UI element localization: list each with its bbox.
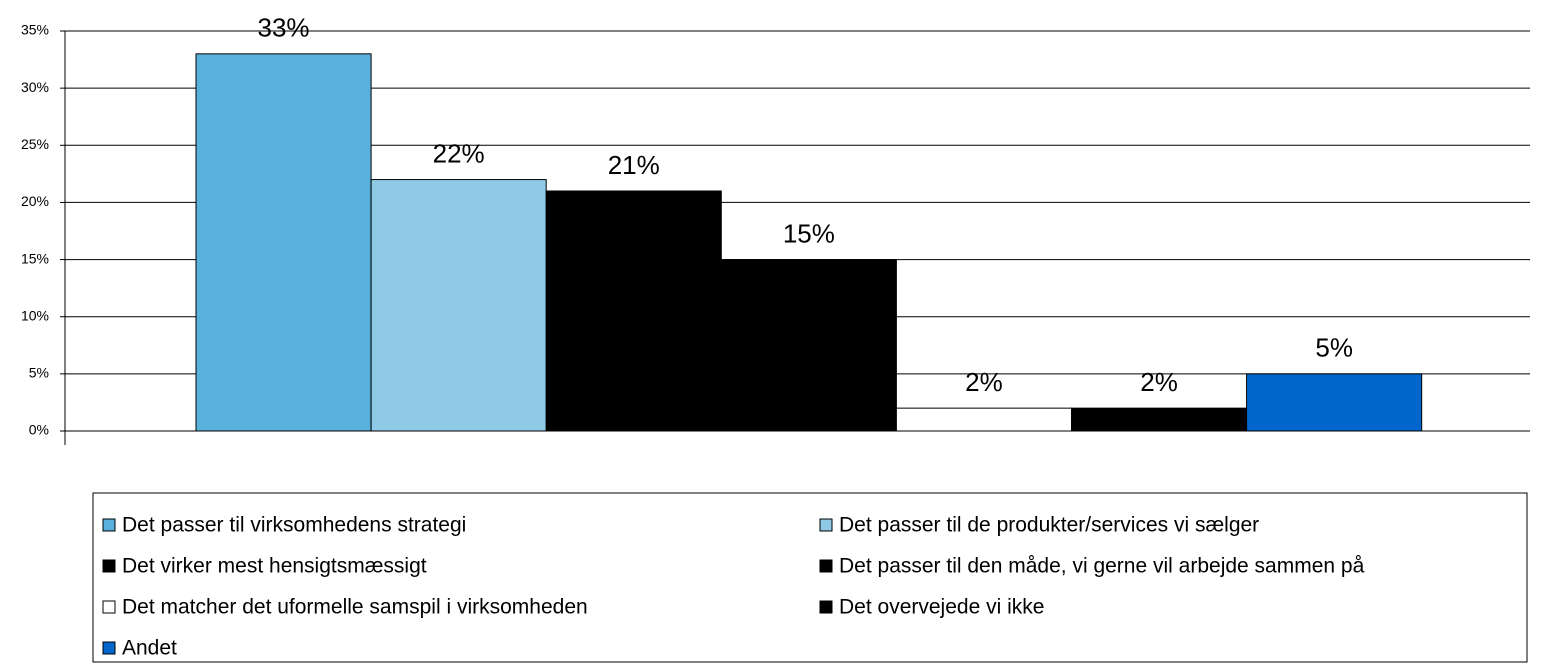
bar [895, 407, 1073, 432]
data-label: 22% [433, 138, 485, 168]
data-label: 15% [783, 218, 835, 248]
legend-swatch [102, 559, 116, 573]
y-tick-label: 15% [21, 250, 49, 266]
legend-label: Andet [122, 637, 177, 660]
y-tick-label: 10% [21, 307, 49, 323]
data-label: 21% [608, 150, 660, 180]
legend-swatch [102, 641, 116, 655]
legend-label: Det passer til de produkter/services vi … [839, 514, 1259, 537]
y-tick-label: 30% [21, 79, 49, 95]
legend-swatch [819, 559, 833, 573]
legend-label: Det matcher det uformelle samspil i virk… [122, 596, 588, 619]
bar [545, 190, 722, 432]
legend-box [92, 492, 1528, 663]
y-tick-label: 20% [21, 193, 49, 209]
y-tick-label: 5% [29, 365, 49, 381]
legend-swatch [102, 518, 116, 532]
bar [1246, 373, 1423, 432]
y-tick-label: 0% [29, 422, 49, 438]
legend-swatch [819, 600, 833, 614]
bar [370, 179, 547, 432]
y-tick-label: 25% [21, 136, 49, 152]
legend-label: Det passer til den måde, vi gerne vil ar… [839, 555, 1365, 578]
data-label: 2% [1140, 367, 1178, 397]
legend-swatch [819, 518, 833, 532]
legend-label: Det virker mest hensigtsmæssigt [122, 555, 427, 578]
legend-swatch [102, 600, 116, 614]
legend-label: Det overvejede vi ikke [839, 596, 1044, 619]
data-label: 5% [1315, 333, 1353, 363]
bar [720, 259, 897, 432]
y-tick-label: 35% [21, 22, 49, 38]
legend-label: Det passer til virksomhedens strategi [122, 514, 466, 537]
data-label: 2% [965, 367, 1003, 397]
data-label: 33% [258, 13, 310, 43]
bar [195, 53, 372, 432]
bar [1071, 407, 1248, 432]
